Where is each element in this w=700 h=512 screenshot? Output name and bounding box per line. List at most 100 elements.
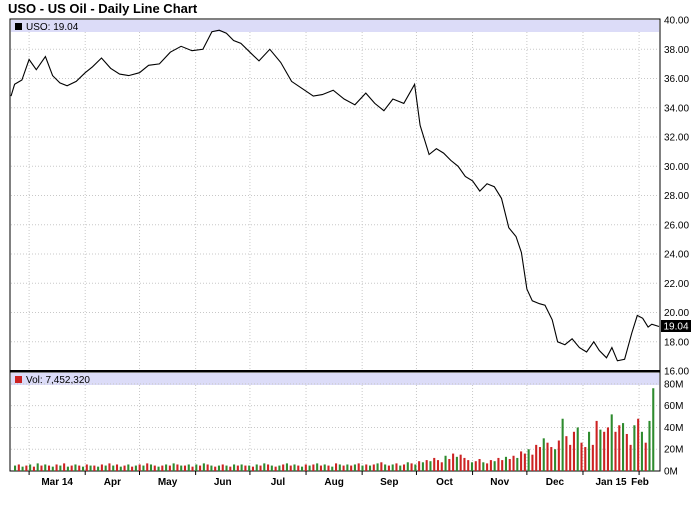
volume-bar bbox=[531, 454, 534, 471]
volume-bar bbox=[387, 465, 390, 471]
volume-bar bbox=[142, 465, 145, 471]
volume-bar bbox=[410, 463, 413, 471]
price-legend-swatch bbox=[15, 23, 22, 30]
volume-bar bbox=[584, 447, 587, 471]
volume-bar bbox=[115, 464, 119, 471]
volume-bar bbox=[448, 459, 451, 471]
volume-bar bbox=[51, 466, 54, 471]
volume-bar bbox=[248, 465, 251, 471]
x-tick-label: Jan 15 bbox=[595, 477, 627, 488]
volume-bar bbox=[25, 465, 28, 471]
price-gridlines bbox=[11, 32, 659, 371]
volume-bar bbox=[131, 466, 134, 471]
volume-bar bbox=[29, 464, 32, 471]
volume-bar bbox=[414, 464, 417, 471]
volume-bar bbox=[580, 442, 583, 471]
volume-bar bbox=[255, 464, 258, 471]
volume-bar bbox=[191, 466, 194, 471]
volume-bar bbox=[112, 465, 115, 471]
volume-bar bbox=[342, 465, 345, 471]
volume-bar bbox=[81, 466, 85, 471]
volume-bar bbox=[244, 465, 247, 471]
volume-bar bbox=[640, 431, 643, 471]
volume-bar bbox=[652, 388, 655, 471]
x-tick-label: Nov bbox=[490, 477, 509, 488]
volume-bar bbox=[297, 465, 300, 471]
volume-bar bbox=[346, 464, 349, 471]
volume-bar bbox=[293, 464, 296, 471]
volume-bar bbox=[421, 462, 424, 471]
volume-bar bbox=[282, 464, 285, 471]
volume-bar bbox=[512, 455, 515, 471]
volume-bar bbox=[100, 464, 103, 471]
volume-bar bbox=[372, 464, 375, 471]
price-legend-label: USO: 19.04 bbox=[26, 22, 79, 33]
volume-bar bbox=[648, 420, 651, 471]
price-tick-label: 20.00 bbox=[664, 308, 689, 319]
volume-bar bbox=[63, 463, 66, 471]
volume-bar bbox=[236, 465, 239, 471]
volume-tick-label: 40M bbox=[664, 423, 683, 434]
volume-bar bbox=[429, 461, 432, 471]
volume-bar bbox=[259, 465, 262, 471]
volume-bar bbox=[622, 423, 625, 471]
x-tick-label: May bbox=[158, 477, 178, 488]
volume-bar bbox=[618, 425, 621, 471]
volume-bar bbox=[644, 442, 647, 471]
volume-bar bbox=[516, 457, 519, 471]
volume-bar bbox=[180, 465, 183, 471]
volume-bar bbox=[365, 464, 368, 471]
volume-bar bbox=[501, 460, 504, 471]
volume-bar bbox=[331, 466, 334, 471]
volume-bar bbox=[323, 464, 326, 471]
x-axis: Mar 14 Apr May Jun Jul Aug Sep Oct Nov Dec Jan 15 F… bbox=[28, 471, 649, 488]
volume-bar bbox=[55, 464, 58, 471]
volume-bar bbox=[229, 466, 232, 471]
volume-bar bbox=[489, 460, 492, 471]
volume-bar bbox=[89, 465, 92, 471]
volume-bar bbox=[542, 438, 545, 471]
chart-title: USO - US Oil - Daily Line Chart bbox=[8, 1, 198, 16]
volume-bar bbox=[66, 466, 69, 471]
volume-bar bbox=[278, 465, 281, 471]
volume-bar bbox=[146, 463, 149, 471]
x-tick-label: Mar 14 bbox=[41, 477, 73, 488]
volume-bar bbox=[187, 464, 190, 471]
volume-bar bbox=[134, 465, 137, 471]
volume-bar bbox=[561, 418, 564, 471]
volume-bar bbox=[85, 464, 88, 471]
volume-bar bbox=[361, 465, 364, 471]
volume-y-axis: 80M 60M 40M 20M 0M bbox=[664, 379, 683, 477]
volume-bar bbox=[36, 463, 39, 471]
price-tick-label: 16.00 bbox=[664, 367, 689, 378]
volume-bar bbox=[289, 465, 292, 471]
volume-bar bbox=[384, 464, 387, 471]
volume-bar bbox=[391, 464, 394, 471]
x-tick-label: Sep bbox=[380, 477, 398, 488]
volume-bar bbox=[478, 459, 481, 471]
volume-bar bbox=[338, 464, 341, 471]
volume-bar bbox=[93, 465, 96, 471]
volume-bar bbox=[14, 465, 17, 471]
volume-bar bbox=[251, 466, 254, 471]
volume-bar bbox=[70, 465, 73, 471]
volume-bar bbox=[274, 466, 277, 471]
price-tick-label: 24.00 bbox=[664, 250, 689, 261]
volume-bar bbox=[433, 457, 436, 471]
volume-bar bbox=[316, 463, 319, 471]
volume-bar bbox=[508, 459, 511, 471]
volume-bar bbox=[425, 460, 428, 471]
volume-bar bbox=[482, 462, 485, 471]
volume-bar bbox=[527, 449, 530, 471]
x-tick-label: Aug bbox=[324, 477, 343, 488]
price-tick-label: 26.00 bbox=[664, 220, 689, 231]
volume-bar bbox=[599, 429, 602, 471]
volume-bar bbox=[263, 463, 266, 471]
price-tick-label: 36.00 bbox=[664, 74, 689, 85]
volume-bar bbox=[569, 444, 572, 471]
volume-bar bbox=[104, 465, 107, 471]
x-tick-label: Oct bbox=[436, 477, 453, 488]
volume-bar bbox=[452, 453, 455, 471]
volume-bar bbox=[301, 466, 304, 471]
volume-bar bbox=[603, 431, 606, 471]
